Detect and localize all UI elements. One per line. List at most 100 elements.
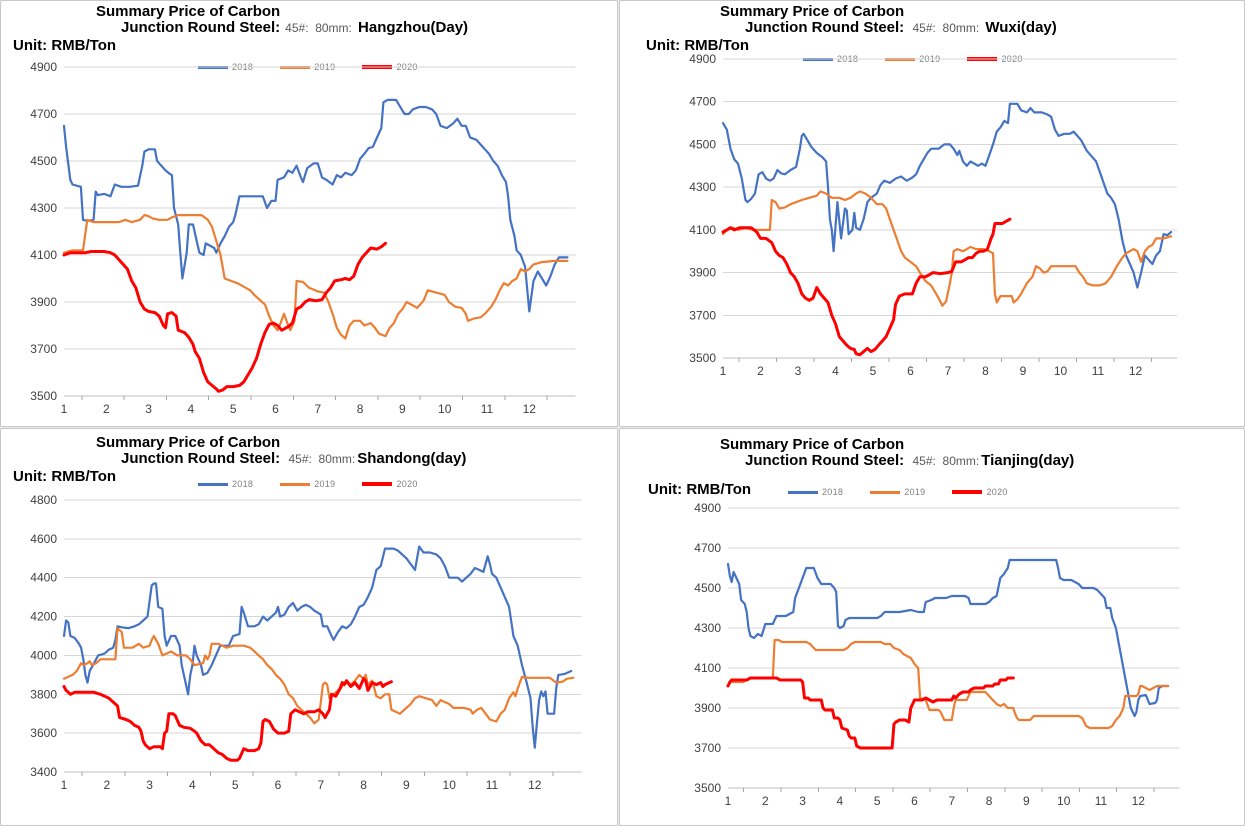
x-tick-label: 4 (189, 778, 196, 792)
chart-title-spec: 45#: 80mm: (285, 452, 356, 466)
y-tick-label: 4400 (30, 571, 57, 585)
x-tick-label: 1 (720, 364, 727, 378)
series-2018-line (62, 98, 569, 313)
x-tick-label: 6 (911, 794, 918, 808)
chart-title-prefix: Junction Round Steel: (121, 450, 281, 467)
chart-title-prefix: Junction Round Steel: (745, 452, 905, 469)
x-tick-label: 9 (1020, 364, 1027, 378)
y-tick-label: 4300 (694, 621, 721, 635)
y-tick-label: 4100 (689, 223, 716, 237)
y-tick-label: 3500 (689, 351, 716, 365)
x-tick-label: 2 (103, 778, 110, 792)
legend-label: 2019 (904, 487, 926, 497)
x-tick-label: 12 (1132, 794, 1146, 808)
chart-title-line2: Junction Round Steel: 45#: 80mm: Wuxi(da… (745, 20, 1057, 36)
x-tick-label: 9 (1023, 794, 1030, 808)
x-tick-label: 1 (61, 402, 68, 416)
chart-title-line1: Summary Price of Carbon (96, 3, 281, 20)
legend-swatch-2020 (362, 482, 393, 486)
legend-label: 2018 (822, 487, 844, 497)
unit-label: Unit: RMB/Ton (13, 37, 117, 54)
unit-label: Unit: RMB/Ton (646, 37, 750, 54)
y-tick-label: 4700 (30, 107, 57, 121)
y-tick-label: 4900 (694, 501, 721, 515)
x-tick-label: 2 (103, 402, 110, 416)
x-tick-label: 10 (1054, 364, 1068, 378)
chart-title-city: Wuxi(day) (981, 19, 1057, 36)
y-tick-label: 3400 (30, 765, 57, 779)
x-tick-label: 3 (145, 402, 152, 416)
legend-item-2020: 2020 (362, 479, 417, 489)
series-2019-line (62, 627, 575, 725)
x-tick-label: 11 (486, 778, 499, 792)
x-tick-label: 11 (481, 402, 494, 416)
x-tick-label: 8 (982, 364, 989, 378)
x-tick-label: 5 (230, 402, 237, 416)
x-tick-label: 5 (874, 794, 881, 808)
series-2019-line (726, 638, 1170, 730)
x-tick-label: 5 (870, 364, 877, 378)
y-tick-label: 3900 (689, 266, 716, 280)
x-tick-label: 3 (146, 778, 153, 792)
y-tick-label: 4700 (694, 541, 721, 555)
x-tick-label: 12 (523, 402, 537, 416)
x-tick-label: 7 (945, 364, 952, 378)
y-tick-label: 3700 (30, 342, 57, 356)
x-tick-label: 6 (272, 402, 279, 416)
legend-swatch-2018 (198, 482, 228, 486)
legend: 2018 2019 2020 (198, 479, 445, 489)
chart-title-city: Shandong(day) (357, 450, 467, 467)
x-tick-label: 7 (317, 778, 324, 792)
y-tick-label: 4000 (30, 648, 57, 662)
y-tick-label: 4300 (30, 201, 57, 215)
chart-panel-shandong: Summary Price of Carbon Junction Round S… (0, 428, 618, 826)
y-tick-label: 4500 (689, 137, 716, 151)
x-tick-label: 8 (986, 794, 993, 808)
x-axis: 1 2 3 4 5 6 7 8 9 10 11 12 (61, 396, 548, 416)
y-tick-label: 3900 (30, 295, 57, 309)
gridlines: 4900 4700 4500 4300 4100 3900 3700 3500 (30, 60, 576, 403)
x-tick-label: 12 (1129, 364, 1143, 378)
x-tick-label: 1 (61, 778, 68, 792)
legend-label: 2020 (986, 487, 1008, 497)
x-tick-label: 4 (188, 402, 195, 416)
unit-label: Unit: RMB/Ton (13, 468, 117, 485)
chart-title-spec: 45#: 80mm: (285, 21, 352, 35)
x-tick-label: 10 (438, 402, 452, 416)
chart-panel-tianjing: Summary Price of Carbon Junction Round S… (619, 428, 1245, 826)
y-tick-label: 3600 (30, 726, 57, 740)
legend-label: 2019 (314, 479, 336, 489)
x-tick-label: 3 (795, 364, 802, 378)
y-tick-label: 4900 (689, 52, 716, 66)
series-2018-line (721, 102, 1173, 289)
legend-swatch-2019 (280, 482, 311, 486)
x-tick-label: 9 (399, 402, 406, 416)
chart-panel-hangzhou: Summary Price of Carbon Junction Round S… (0, 0, 618, 427)
chart-title-line2: Junction Round Steel: 45#: 80mm: Shandong… (121, 451, 466, 467)
y-tick-label: 4300 (689, 180, 716, 194)
chart-title-line1: Summary Price of Carbon (96, 434, 281, 451)
y-tick-label: 4500 (694, 581, 721, 595)
chart-title: Summary Price of Carbon Junction Round S… (96, 435, 466, 467)
chart-title-line2: Junction Round Steel: 45#: 80mm: Hangzhou… (121, 20, 468, 36)
y-tick-label: 4600 (30, 532, 57, 546)
x-tick-label: 2 (762, 794, 769, 808)
chart-title-city: Hangzhou(Day) (353, 19, 469, 36)
x-tick-label: 6 (907, 364, 914, 378)
x-tick-label: 8 (357, 402, 364, 416)
legend-item-2018: 2018 (198, 479, 253, 489)
x-axis: 1 2 3 4 5 6 7 8 9 10 11 12 (61, 772, 554, 792)
y-tick-label: 4100 (30, 248, 57, 262)
series-2019-line (62, 214, 569, 340)
y-tick-label: 4700 (689, 95, 716, 109)
y-tick-label: 3900 (694, 701, 721, 715)
chart-title-spec: 45#: 80mm: (909, 21, 980, 35)
x-tick-label: 11 (1092, 364, 1105, 378)
x-tick-label: 1 (725, 794, 732, 808)
x-axis: 1 2 3 4 5 6 7 8 9 10 11 12 (725, 788, 1155, 808)
legend-label: 2020 (396, 479, 418, 489)
x-tick-label: 7 (948, 794, 955, 808)
